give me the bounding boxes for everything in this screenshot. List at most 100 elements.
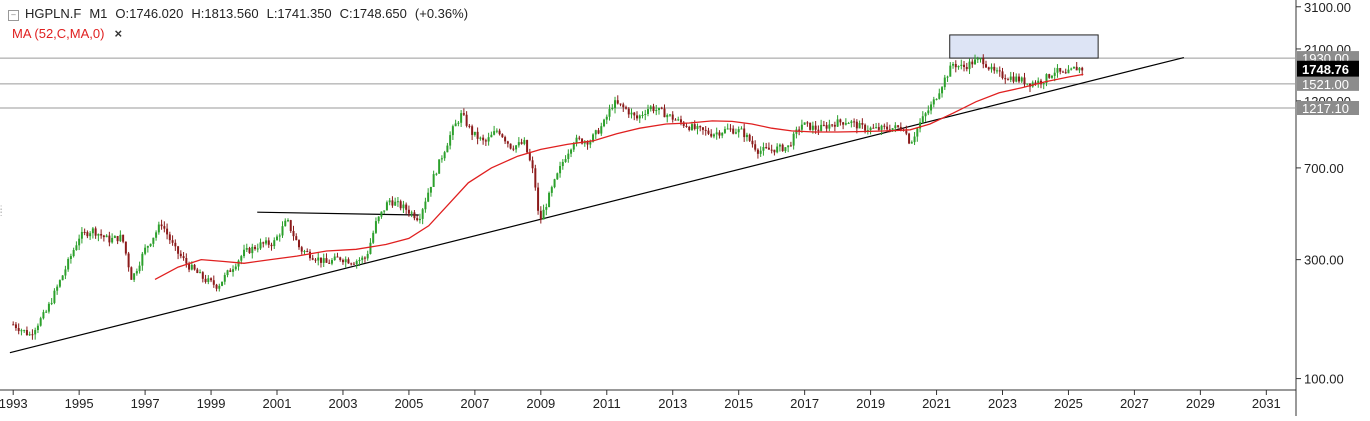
candle-body: [124, 241, 127, 254]
candle-body: [630, 112, 633, 115]
candle-body: [767, 147, 770, 150]
candle-body: [402, 204, 405, 209]
candle-body: [1070, 68, 1073, 70]
x-tick-label: 2015: [724, 396, 753, 411]
candle-body: [314, 259, 317, 261]
candle-body: [685, 125, 688, 127]
change-value: (+0.36%): [414, 6, 469, 21]
candle-body: [292, 230, 295, 237]
candle-body: [1061, 71, 1064, 73]
candle-body: [265, 240, 268, 244]
candle-body: [352, 263, 355, 265]
candle-body: [377, 216, 380, 222]
candle-body: [295, 236, 298, 241]
highlight-zone-box: [949, 34, 1099, 59]
candle-body: [636, 115, 639, 119]
candle-body: [262, 242, 265, 244]
candle-body: [64, 269, 67, 276]
candle-body: [908, 133, 911, 144]
candle-body: [811, 125, 814, 130]
candle-body: [432, 174, 435, 187]
candle-body: [171, 240, 174, 243]
candle-body: [592, 134, 595, 142]
candle-body: [212, 280, 215, 285]
candle-body: [600, 126, 603, 134]
candle-body: [149, 243, 152, 247]
candle-body: [649, 106, 652, 110]
candle-body: [267, 240, 270, 245]
candle-body: [542, 209, 545, 220]
candle-body: [449, 135, 452, 146]
x-tick-label: 2029: [1186, 396, 1215, 411]
candle-body: [696, 126, 699, 129]
candle-body: [333, 256, 336, 261]
candle-body: [765, 147, 768, 149]
candle-body: [361, 257, 364, 260]
candle-body: [391, 200, 394, 206]
candle-body: [916, 128, 919, 137]
candle-body: [144, 247, 147, 254]
candle-body: [1037, 80, 1040, 85]
candle-body: [993, 66, 996, 71]
candle-body: [822, 124, 825, 126]
candle-body: [50, 302, 53, 304]
candle-body: [949, 65, 952, 77]
candle-body: [435, 173, 438, 175]
candle-body: [545, 207, 548, 210]
candle-body: [924, 113, 927, 117]
collapse-toggle[interactable]: –: [8, 10, 19, 21]
candle-body: [341, 259, 344, 263]
remove-indicator-icon[interactable]: ×: [114, 26, 123, 41]
candle-body: [883, 125, 886, 127]
candle-body: [976, 58, 979, 60]
candle-body: [756, 149, 759, 154]
candle-body: [831, 124, 834, 126]
candle-body: [847, 123, 850, 125]
candle-body: [443, 152, 446, 159]
candle-body: [655, 110, 658, 112]
high-value: H:1813.560: [191, 6, 259, 21]
candle-body: [385, 202, 388, 211]
x-tick-label: 2021: [922, 396, 951, 411]
candle-body: [668, 114, 671, 116]
y-tick-label: 300.00: [1304, 253, 1344, 268]
candle-body: [300, 247, 303, 252]
candle-body: [806, 122, 809, 124]
candle-body: [1053, 72, 1056, 76]
candle-body: [710, 133, 713, 137]
candle-body: [322, 258, 325, 263]
candle-body: [31, 334, 34, 336]
candle-body: [69, 256, 72, 260]
candle-body: [627, 108, 630, 115]
candle-body: [45, 311, 48, 313]
candle-body: [328, 262, 331, 264]
x-tick-label: 2023: [988, 396, 1017, 411]
candle-body: [927, 110, 930, 114]
candle-body: [712, 134, 715, 137]
ma-indicator-label[interactable]: MA (52,C,MA,0): [12, 26, 105, 41]
candle-body: [864, 124, 867, 131]
x-tick-label: 2005: [394, 396, 423, 411]
candle-body: [523, 140, 526, 144]
last-price-tag: [1297, 60, 1359, 77]
candle-body: [877, 127, 880, 130]
candle-body: [490, 134, 493, 138]
candle-body: [778, 144, 781, 147]
candle-body: [666, 115, 669, 118]
candle-body: [537, 187, 540, 211]
candle-body: [858, 123, 861, 129]
candle-body: [163, 226, 166, 229]
x-tick-label: 2027: [1120, 396, 1149, 411]
candle-body: [311, 258, 314, 260]
candle-body: [1075, 66, 1078, 71]
candle-body: [625, 107, 628, 109]
candle-body: [363, 257, 366, 259]
drag-handle-icon[interactable]: :::: [0, 203, 3, 218]
candle-body: [729, 128, 732, 130]
candle-body: [572, 143, 575, 150]
candle-body: [218, 285, 221, 289]
candle-body: [25, 330, 28, 335]
candle-body: [501, 134, 504, 138]
